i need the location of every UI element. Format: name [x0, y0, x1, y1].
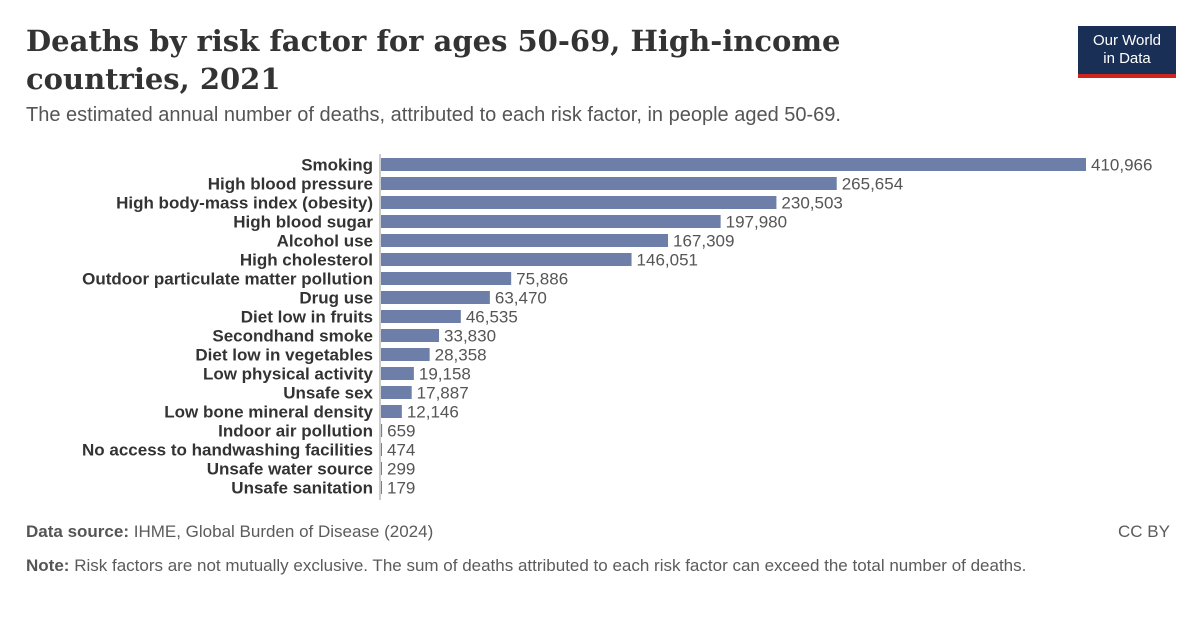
category-label: Low bone mineral density: [164, 403, 373, 422]
category-label: Alcohol use: [277, 232, 373, 251]
chart-note: Note: Risk factors are not mutually excl…: [26, 554, 1176, 577]
category-label: Unsafe sanitation: [231, 479, 373, 498]
category-label: No access to handwashing facilities: [82, 441, 373, 460]
value-label: 46,535: [466, 308, 518, 327]
chart-subtitle: The estimated annual number of deaths, a…: [26, 104, 841, 126]
category-label: Drug use: [299, 289, 373, 308]
value-label: 230,503: [781, 194, 842, 213]
bar[interactable]: [381, 481, 382, 494]
category-label: High blood sugar: [233, 213, 373, 232]
bar[interactable]: [381, 234, 669, 247]
bar[interactable]: [381, 253, 632, 266]
value-label: 410,966: [1091, 156, 1152, 175]
logo-line-2: in Data: [1103, 50, 1151, 67]
value-label: 474: [387, 441, 415, 460]
bar[interactable]: [381, 196, 777, 209]
logo-line-1: Our World: [1092, 32, 1162, 49]
category-label: Outdoor particulate matter pollution: [82, 270, 373, 289]
value-label: 12,146: [407, 403, 459, 422]
bar[interactable]: [381, 329, 440, 342]
bar[interactable]: [381, 215, 721, 228]
owid-logo[interactable]: Our World in Data: [1078, 26, 1176, 78]
data-source: Data source: IHME, Global Burden of Dise…: [26, 522, 433, 542]
note-label: Note:: [26, 556, 70, 575]
value-label: 197,980: [726, 213, 787, 232]
bar[interactable]: [381, 310, 461, 323]
category-label: High body-mass index (obesity): [116, 194, 373, 213]
value-label: 299: [387, 460, 415, 479]
chart-title: Deaths by risk factor for ages 50-69, Hi…: [26, 24, 841, 96]
value-label: 19,158: [419, 365, 471, 384]
bar[interactable]: [381, 386, 412, 399]
category-label: Diet low in fruits: [241, 308, 373, 327]
value-label: 33,830: [444, 327, 496, 346]
category-label: Indoor air pollution: [218, 422, 373, 441]
bar[interactable]: [381, 462, 382, 475]
value-label: 146,051: [637, 251, 698, 270]
bar[interactable]: [381, 158, 1086, 171]
value-label: 659: [387, 422, 415, 441]
category-label: High cholesterol: [240, 251, 373, 270]
bar[interactable]: [381, 177, 837, 190]
value-label: 179: [387, 479, 415, 498]
license-link[interactable]: CC BY: [1118, 522, 1170, 541]
value-label: 75,886: [516, 270, 568, 289]
bar[interactable]: [381, 272, 512, 285]
category-label: Unsafe water source: [207, 460, 373, 479]
value-label: 167,309: [673, 232, 734, 251]
category-label: High blood pressure: [208, 175, 373, 194]
note-text: Risk factors are not mutually exclusive.…: [74, 556, 1027, 575]
data-source-label: Data source:: [26, 522, 129, 541]
value-label: 265,654: [842, 175, 903, 194]
category-label: Unsafe sex: [283, 384, 373, 403]
category-label: Smoking: [301, 156, 373, 175]
bar[interactable]: [381, 405, 402, 418]
bar[interactable]: [381, 367, 414, 380]
category-label: Low physical activity: [203, 365, 374, 384]
value-label: 17,887: [417, 384, 469, 403]
data-source-link[interactable]: IHME, Global Burden of Disease (2024): [133, 522, 434, 541]
bar[interactable]: [381, 424, 383, 437]
category-label: Diet low in vegetables: [195, 346, 373, 365]
value-label: 63,470: [495, 289, 547, 308]
bar[interactable]: [381, 348, 430, 361]
bar[interactable]: [381, 291, 490, 304]
bar[interactable]: [381, 443, 382, 456]
category-label: Secondhand smoke: [212, 327, 373, 346]
bar-chart: Smoking 410,966 High blood pressure 265,654…: [82, 154, 1152, 500]
value-label: 28,358: [435, 346, 487, 365]
